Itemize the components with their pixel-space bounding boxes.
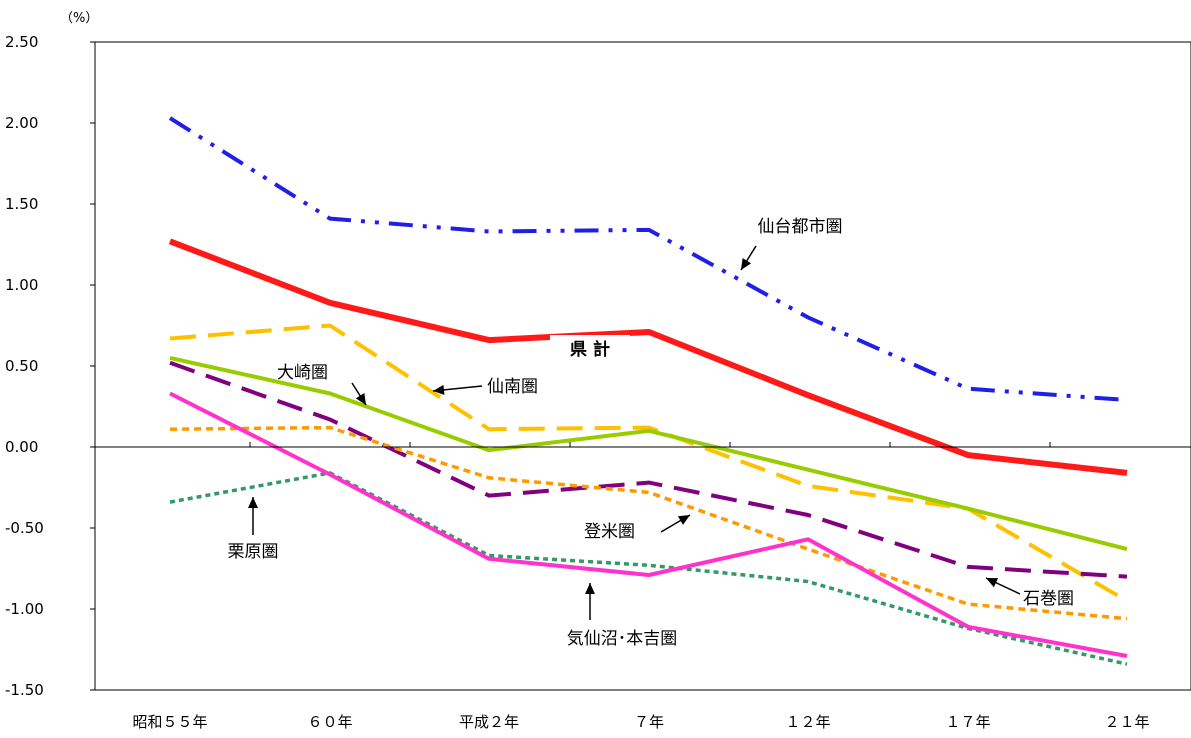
series-line-7 [169, 391, 1128, 658]
y-tick-label: -1.00 [5, 600, 44, 618]
y-tick-label: -0.50 [5, 519, 44, 537]
series-label-arrow-head [248, 497, 258, 508]
series-label-3: 大崎圏 [277, 363, 328, 383]
y-tick-label: 2.00 [5, 114, 38, 132]
series-label-2: 仙南圏 [487, 377, 538, 397]
series-label-6: 栗原圏 [228, 542, 279, 562]
series-label-arrow-head [741, 258, 752, 270]
y-tick-label: -1.50 [5, 681, 44, 699]
x-category-label: １２年 [785, 713, 830, 731]
x-category-label: ２１年 [1104, 713, 1149, 731]
series-line-1 [168, 238, 1128, 476]
series-label-arrow-head [585, 583, 595, 594]
y-tick-label: 0.50 [5, 357, 38, 375]
y-unit-label: （%） [60, 11, 98, 26]
y-tick-label: 2.50 [5, 33, 38, 51]
series-line-4 [169, 360, 1128, 579]
series-label-bg [550, 335, 630, 363]
y-tick-label: 0.00 [5, 438, 38, 456]
y-tick-label: 1.50 [5, 195, 38, 213]
x-category-label: ７年 [634, 713, 664, 731]
x-category-label: １７年 [945, 713, 990, 731]
series-label-arrow-head [355, 393, 366, 405]
series-label-0: 仙台都市圏 [758, 217, 843, 237]
series-line-0 [168, 116, 1128, 402]
series-label-arrow-head [986, 578, 999, 588]
series-label-arrow-head [433, 384, 445, 395]
y-tick-label: 1.00 [5, 276, 38, 294]
series-label-5: 登米圏 [584, 522, 635, 542]
series-label-1: 県 計 [570, 339, 610, 360]
x-category-label: ６０年 [307, 713, 352, 731]
series-line-3 [169, 355, 1128, 552]
series-label-7: 気仙沼･本吉圏 [567, 629, 678, 649]
plot-area [94, 41, 1191, 691]
x-category-label: 昭和５５年 [132, 713, 207, 731]
series-label-4: 石巻圏 [1023, 589, 1074, 609]
x-category-label: 平成２年 [459, 713, 519, 731]
series-line-5 [169, 425, 1128, 621]
series-label-arrow-head [677, 515, 690, 525]
